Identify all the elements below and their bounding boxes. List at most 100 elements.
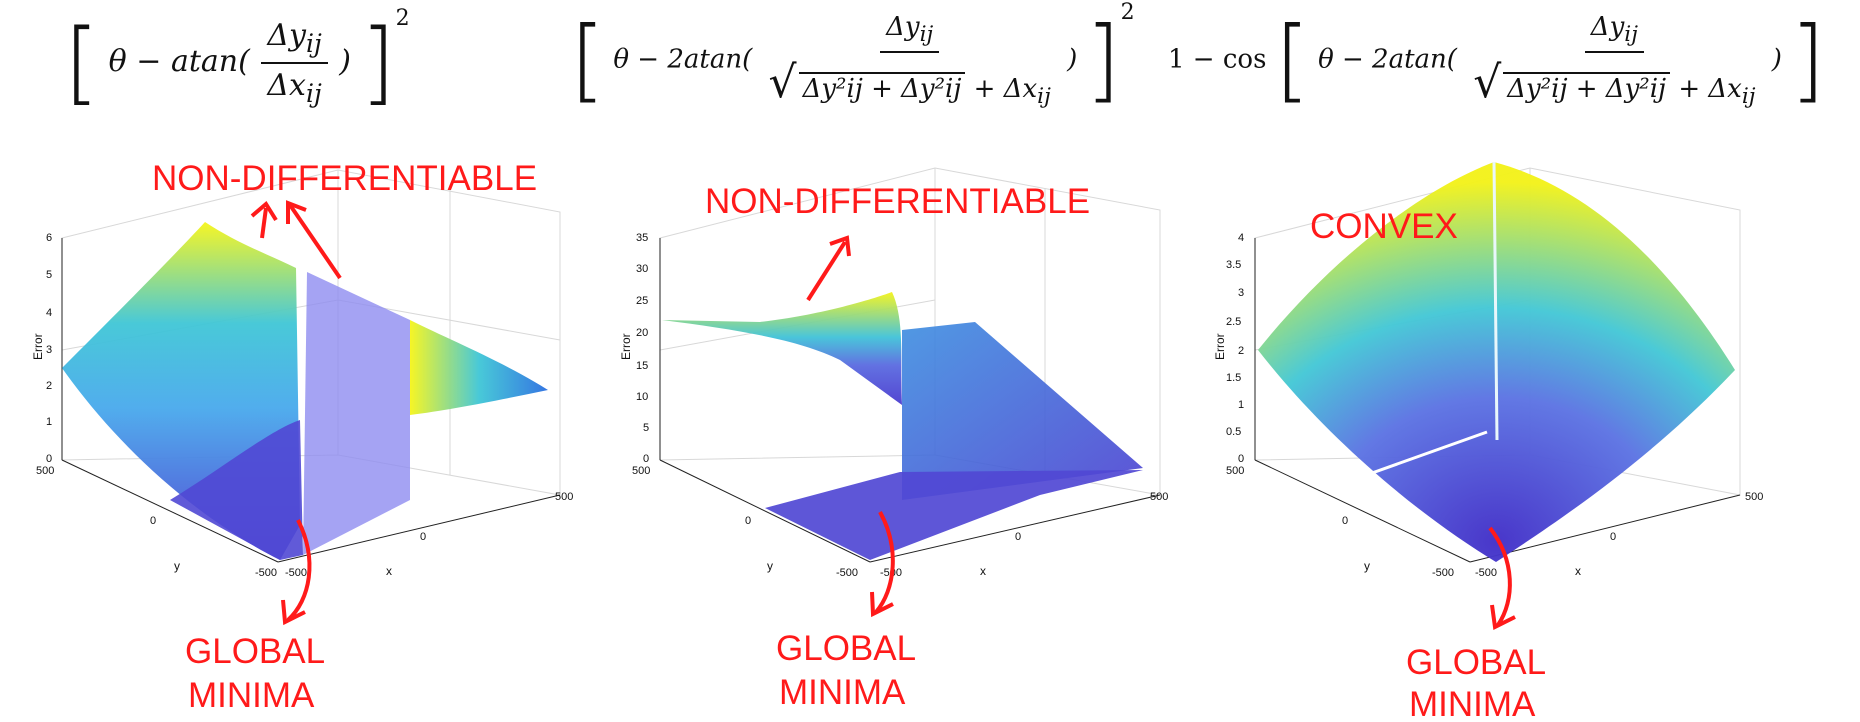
plot3-seam (1492, 161, 1499, 441)
plot2-arrow-minima (874, 511, 895, 614)
plot1-ylabel: y (174, 559, 180, 573)
plot2-annotation-bottom1: GLOBAL (776, 629, 916, 668)
eq1-func: atan( (170, 44, 250, 79)
eq3-num: Δy (1590, 12, 1625, 42)
eq3-den-extra: + Δx (1678, 74, 1742, 105)
plot1-ztick-3: 3 (46, 344, 52, 356)
eq3-den-rad: Δy²ij + Δy²ij (1503, 72, 1671, 104)
eq2-func: 2atan( (667, 44, 753, 75)
plot2-ztick-3: 15 (636, 360, 648, 372)
plot1-surface-wall (303, 272, 410, 555)
plot1-arrow-minima (286, 519, 312, 622)
plot3-xticks: -500 0 500 (1475, 491, 1763, 579)
plot-1: 0 1 2 3 4 5 6 Error 500 0 -500 y -500 0 … (31, 159, 573, 715)
plot1-ytick-1: 0 (150, 515, 156, 527)
plot3-ztick-2: 1 (1238, 399, 1244, 411)
eq3-theta: θ − (1318, 44, 1373, 75)
plot2-surface-floor (765, 470, 1143, 560)
plot2-arrow-1 (806, 240, 847, 302)
plot2-ztick-6: 30 (636, 263, 648, 275)
plot3-seam-2 (1357, 430, 1488, 480)
plot3-annotation-top: CONVEX (1310, 207, 1458, 246)
plot3-arrow-minima (1488, 526, 1512, 627)
plot3-ztick-3: 1.5 (1226, 372, 1241, 384)
plot3-ytick-2: -500 (1432, 567, 1454, 579)
eq2-den-extra: + Δx (973, 74, 1038, 105)
plot1-annotation-bottom2: MINIMA (188, 676, 315, 715)
eq1-tail: ) (339, 44, 351, 79)
eq3-tail: ) (1771, 44, 1782, 75)
plot3-ztick-7: 3.5 (1226, 259, 1241, 271)
plot2-ytick-2: -500 (836, 567, 858, 579)
plot1-ztick-4: 4 (46, 307, 52, 319)
plot3-xtick-2: 500 (1745, 491, 1763, 503)
plot3-ztick-0: 0 (1238, 453, 1244, 465)
equation-2: [ θ − 2atan( Δyij √ Δy²ij + Δy²ij + Δxij … (570, 0, 1135, 113)
plot2-ylabel: y (767, 559, 773, 573)
plot3-ztick-8: 4 (1238, 232, 1244, 244)
eq3-lhs: 1 − cos (1168, 44, 1267, 75)
plot3-xlabel: x (1575, 564, 1581, 578)
plot2-xtick-2: 500 (1150, 491, 1168, 503)
eq2-den-rad: Δy²ij + Δy²ij (798, 72, 966, 104)
plot-3: 0 0.5 1 1.5 2 2.5 3 3.5 4 Error 500 0 -5… (1213, 161, 1763, 722)
eq2-theta: θ − (613, 44, 668, 75)
plot2-annotation-top: NON-DIFFERENTIABLE (705, 182, 1090, 221)
plot1-ztick-5: 5 (46, 269, 52, 281)
eq1-theta: θ − (108, 44, 171, 79)
plot2-ztick-2: 10 (636, 391, 648, 403)
plot3-ztick-1: 0.5 (1226, 426, 1241, 438)
plot2-annotation-bottom2: MINIMA (779, 673, 906, 712)
plot1-ztick-0: 0 (46, 453, 52, 465)
plot3-annotation-bottom2: MINIMA (1409, 685, 1536, 722)
plot1-yticks: 500 0 -500 (36, 465, 277, 579)
plot2-ztick-0: 0 (643, 453, 649, 465)
plot3-ylabel: y (1364, 559, 1370, 573)
plot3-axes (1254, 238, 1741, 563)
plot1-annotation-top: NON-DIFFERENTIABLE (152, 159, 537, 198)
plot2-xlabel: x (980, 564, 986, 578)
equation-1: [ θ − atan( Δyij Δxij ) ]2 (64, 6, 410, 115)
eq3-func: 2atan( (1372, 44, 1457, 75)
plot2-ytick-1: 0 (745, 515, 751, 527)
plot1-ytick-0: 500 (36, 465, 54, 477)
plot3-xtick-0: -500 (1475, 567, 1497, 579)
plot2-ztick-1: 5 (643, 422, 649, 434)
plot1-axes (61, 238, 561, 563)
plot1-ytick-2: -500 (255, 567, 277, 579)
plot3-xtick-1: 0 (1610, 531, 1616, 543)
plot2-ztick-5: 25 (636, 295, 648, 307)
eq2-power: 2 (1120, 0, 1135, 25)
plot1-xticks: -500 0 500 (285, 491, 573, 579)
eq1-den: Δx (267, 68, 306, 103)
plot3-ztick-4: 2 (1238, 345, 1244, 357)
plot1-xlabel: x (386, 564, 392, 578)
plot1-ztick-6: 6 (46, 232, 52, 244)
plot2-ytick-0: 500 (632, 465, 650, 477)
plot3-ztick-5: 2.5 (1226, 316, 1241, 328)
plot3-yticks: 500 0 -500 (1226, 465, 1454, 579)
plot2-axes (659, 238, 1161, 563)
plot2-ztick-7: 35 (636, 232, 648, 244)
plot2-ztick-4: 20 (636, 327, 648, 339)
plot-2: 0 5 10 15 20 25 30 35 Error 500 0 -500 y… (619, 167, 1168, 712)
plot3-ztick-6: 3 (1238, 287, 1244, 299)
plot2-xtick-1: 0 (1015, 531, 1021, 543)
plot3-ytick-1: 0 (1342, 515, 1348, 527)
eq1-power: 2 (395, 6, 410, 31)
plot3-ytick-0: 500 (1226, 465, 1244, 477)
plot1-surface-floor (170, 420, 303, 560)
plot1-arrow-2 (288, 203, 342, 280)
plot2-xticks: -500 0 500 (880, 491, 1168, 579)
plot1-zlabel: Error (31, 333, 45, 360)
plot1-annotation-bottom1: GLOBAL (185, 632, 325, 671)
plot1-xtick-0: -500 (285, 567, 307, 579)
eq2-tail: ) (1067, 44, 1078, 75)
plot1-ztick-1: 1 (46, 416, 52, 428)
plot1-xtick-1: 0 (420, 531, 426, 543)
equation-3: 1 − cos [ θ − 2atan( Δyij √ Δy²ij + Δy²ij… (1168, 7, 1826, 113)
plot3-annotation-bottom1: GLOBAL (1406, 643, 1546, 682)
plot1-arrow-1 (260, 207, 268, 239)
